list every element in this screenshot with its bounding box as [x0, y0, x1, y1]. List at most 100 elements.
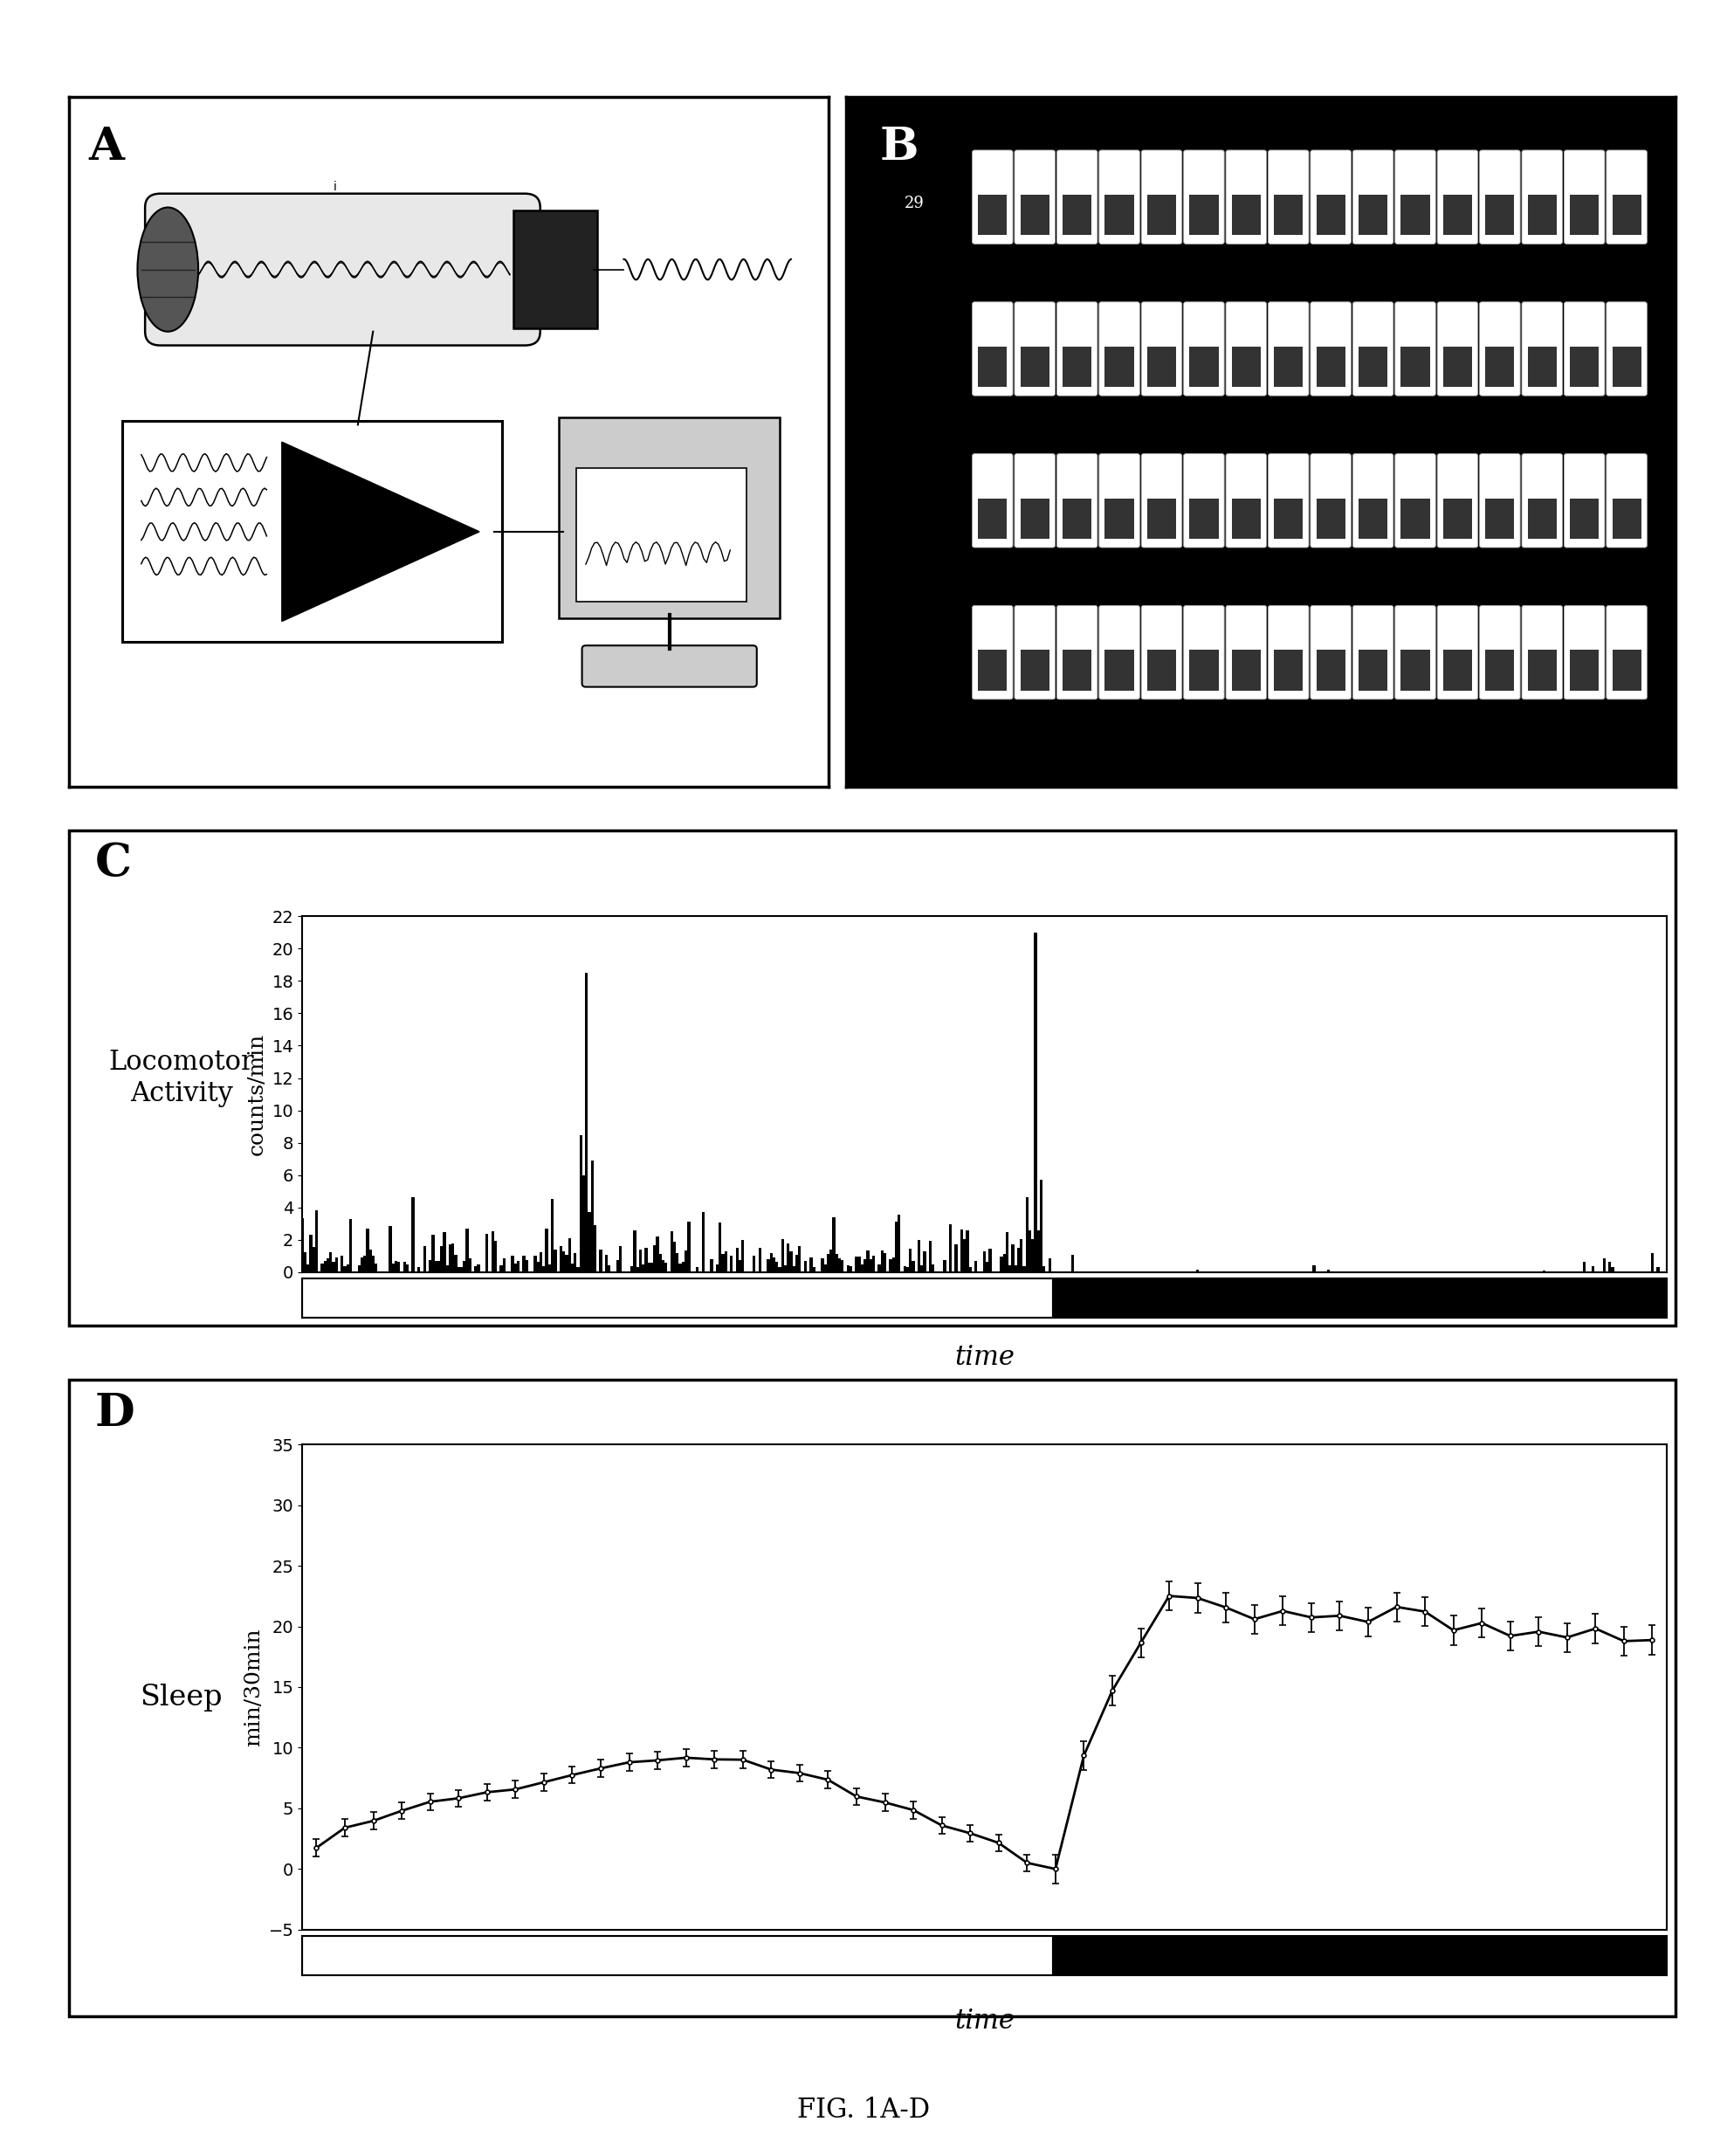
Bar [1031, 1240, 1034, 1272]
Bar [1105, 649, 1135, 690]
Bar [1012, 1244, 1014, 1272]
Bar [1401, 347, 1430, 386]
Bar [321, 1263, 323, 1272]
Bar [1009, 1266, 1012, 1272]
FancyBboxPatch shape [1183, 453, 1224, 548]
Bar [827, 1255, 829, 1272]
Bar [1316, 649, 1345, 690]
Bar [585, 972, 587, 1272]
Bar [977, 347, 1007, 386]
Bar [490, 1231, 494, 1272]
Bar [903, 1266, 907, 1272]
Bar [648, 1263, 651, 1272]
Bar [722, 1253, 724, 1272]
Bar [767, 1259, 770, 1272]
Bar [1062, 649, 1091, 690]
Bar [988, 1248, 991, 1272]
Bar [710, 1259, 713, 1272]
Bar [789, 1250, 793, 1272]
Bar [449, 1244, 451, 1272]
FancyBboxPatch shape [1057, 453, 1097, 548]
Bar [591, 1160, 594, 1272]
FancyBboxPatch shape [1606, 606, 1648, 699]
FancyBboxPatch shape [1226, 151, 1266, 244]
FancyBboxPatch shape [1437, 302, 1478, 397]
Bar [796, 1255, 798, 1272]
Bar [630, 1266, 634, 1272]
Bar [1316, 498, 1345, 539]
FancyBboxPatch shape [145, 194, 541, 345]
Bar [679, 1263, 682, 1272]
FancyBboxPatch shape [1098, 453, 1140, 548]
FancyBboxPatch shape [1268, 151, 1309, 244]
Bar [682, 1261, 684, 1272]
Bar [437, 1261, 440, 1272]
Bar [1485, 347, 1515, 386]
Bar [1190, 194, 1219, 235]
FancyBboxPatch shape [972, 453, 1012, 548]
Bar [397, 1261, 401, 1272]
Bar [793, 1266, 796, 1272]
FancyBboxPatch shape [1183, 302, 1224, 397]
FancyBboxPatch shape [1606, 151, 1648, 244]
Bar [739, 1259, 741, 1272]
FancyBboxPatch shape [1606, 302, 1648, 397]
FancyBboxPatch shape [1437, 151, 1478, 244]
Bar [402, 1261, 406, 1272]
FancyBboxPatch shape [1057, 302, 1097, 397]
Bar [788, 1244, 789, 1272]
Bar [428, 1259, 432, 1272]
Bar [1570, 347, 1599, 386]
Ellipse shape [138, 207, 199, 332]
Bar [599, 1250, 603, 1272]
Bar [1052, 1936, 1667, 1975]
Bar [314, 1210, 318, 1272]
Bar [418, 1268, 420, 1272]
FancyBboxPatch shape [1480, 151, 1520, 244]
Bar [701, 1212, 705, 1272]
FancyBboxPatch shape [1014, 302, 1055, 397]
Bar [758, 1248, 762, 1272]
Bar [1570, 194, 1599, 235]
FancyBboxPatch shape [1352, 151, 1394, 244]
Bar [309, 1235, 313, 1272]
Bar [394, 1261, 397, 1272]
Bar [986, 1261, 988, 1272]
FancyBboxPatch shape [1521, 453, 1563, 548]
Bar [523, 1255, 525, 1272]
Bar [964, 1240, 965, 1272]
Bar [877, 1263, 881, 1272]
Text: time: time [955, 2007, 1014, 2035]
Bar [810, 1257, 812, 1272]
Bar [1444, 498, 1471, 539]
Bar [912, 1261, 915, 1272]
Bar [660, 1253, 661, 1272]
Bar [458, 1268, 459, 1272]
Bar [965, 1231, 969, 1272]
FancyBboxPatch shape [1311, 151, 1351, 244]
Bar [1014, 1266, 1017, 1272]
Bar [636, 1268, 639, 1272]
Bar [779, 1268, 781, 1272]
Bar [516, 1261, 520, 1272]
Bar [1359, 194, 1387, 235]
Bar [534, 1257, 537, 1272]
Bar [820, 1259, 824, 1272]
Bar [634, 1231, 636, 1272]
FancyBboxPatch shape [1565, 453, 1604, 548]
FancyBboxPatch shape [972, 151, 1012, 244]
Bar [459, 1268, 463, 1272]
Bar [537, 1261, 539, 1272]
Bar [867, 1250, 869, 1272]
Bar [1316, 194, 1345, 235]
Bar [824, 1263, 827, 1272]
Bar [1570, 498, 1599, 539]
Bar [1231, 347, 1261, 386]
FancyBboxPatch shape [1142, 606, 1181, 699]
FancyBboxPatch shape [1057, 151, 1097, 244]
Bar [1231, 498, 1261, 539]
Bar [494, 1240, 497, 1272]
Bar [468, 1259, 471, 1272]
Bar [881, 1250, 884, 1272]
FancyBboxPatch shape [1521, 606, 1563, 699]
